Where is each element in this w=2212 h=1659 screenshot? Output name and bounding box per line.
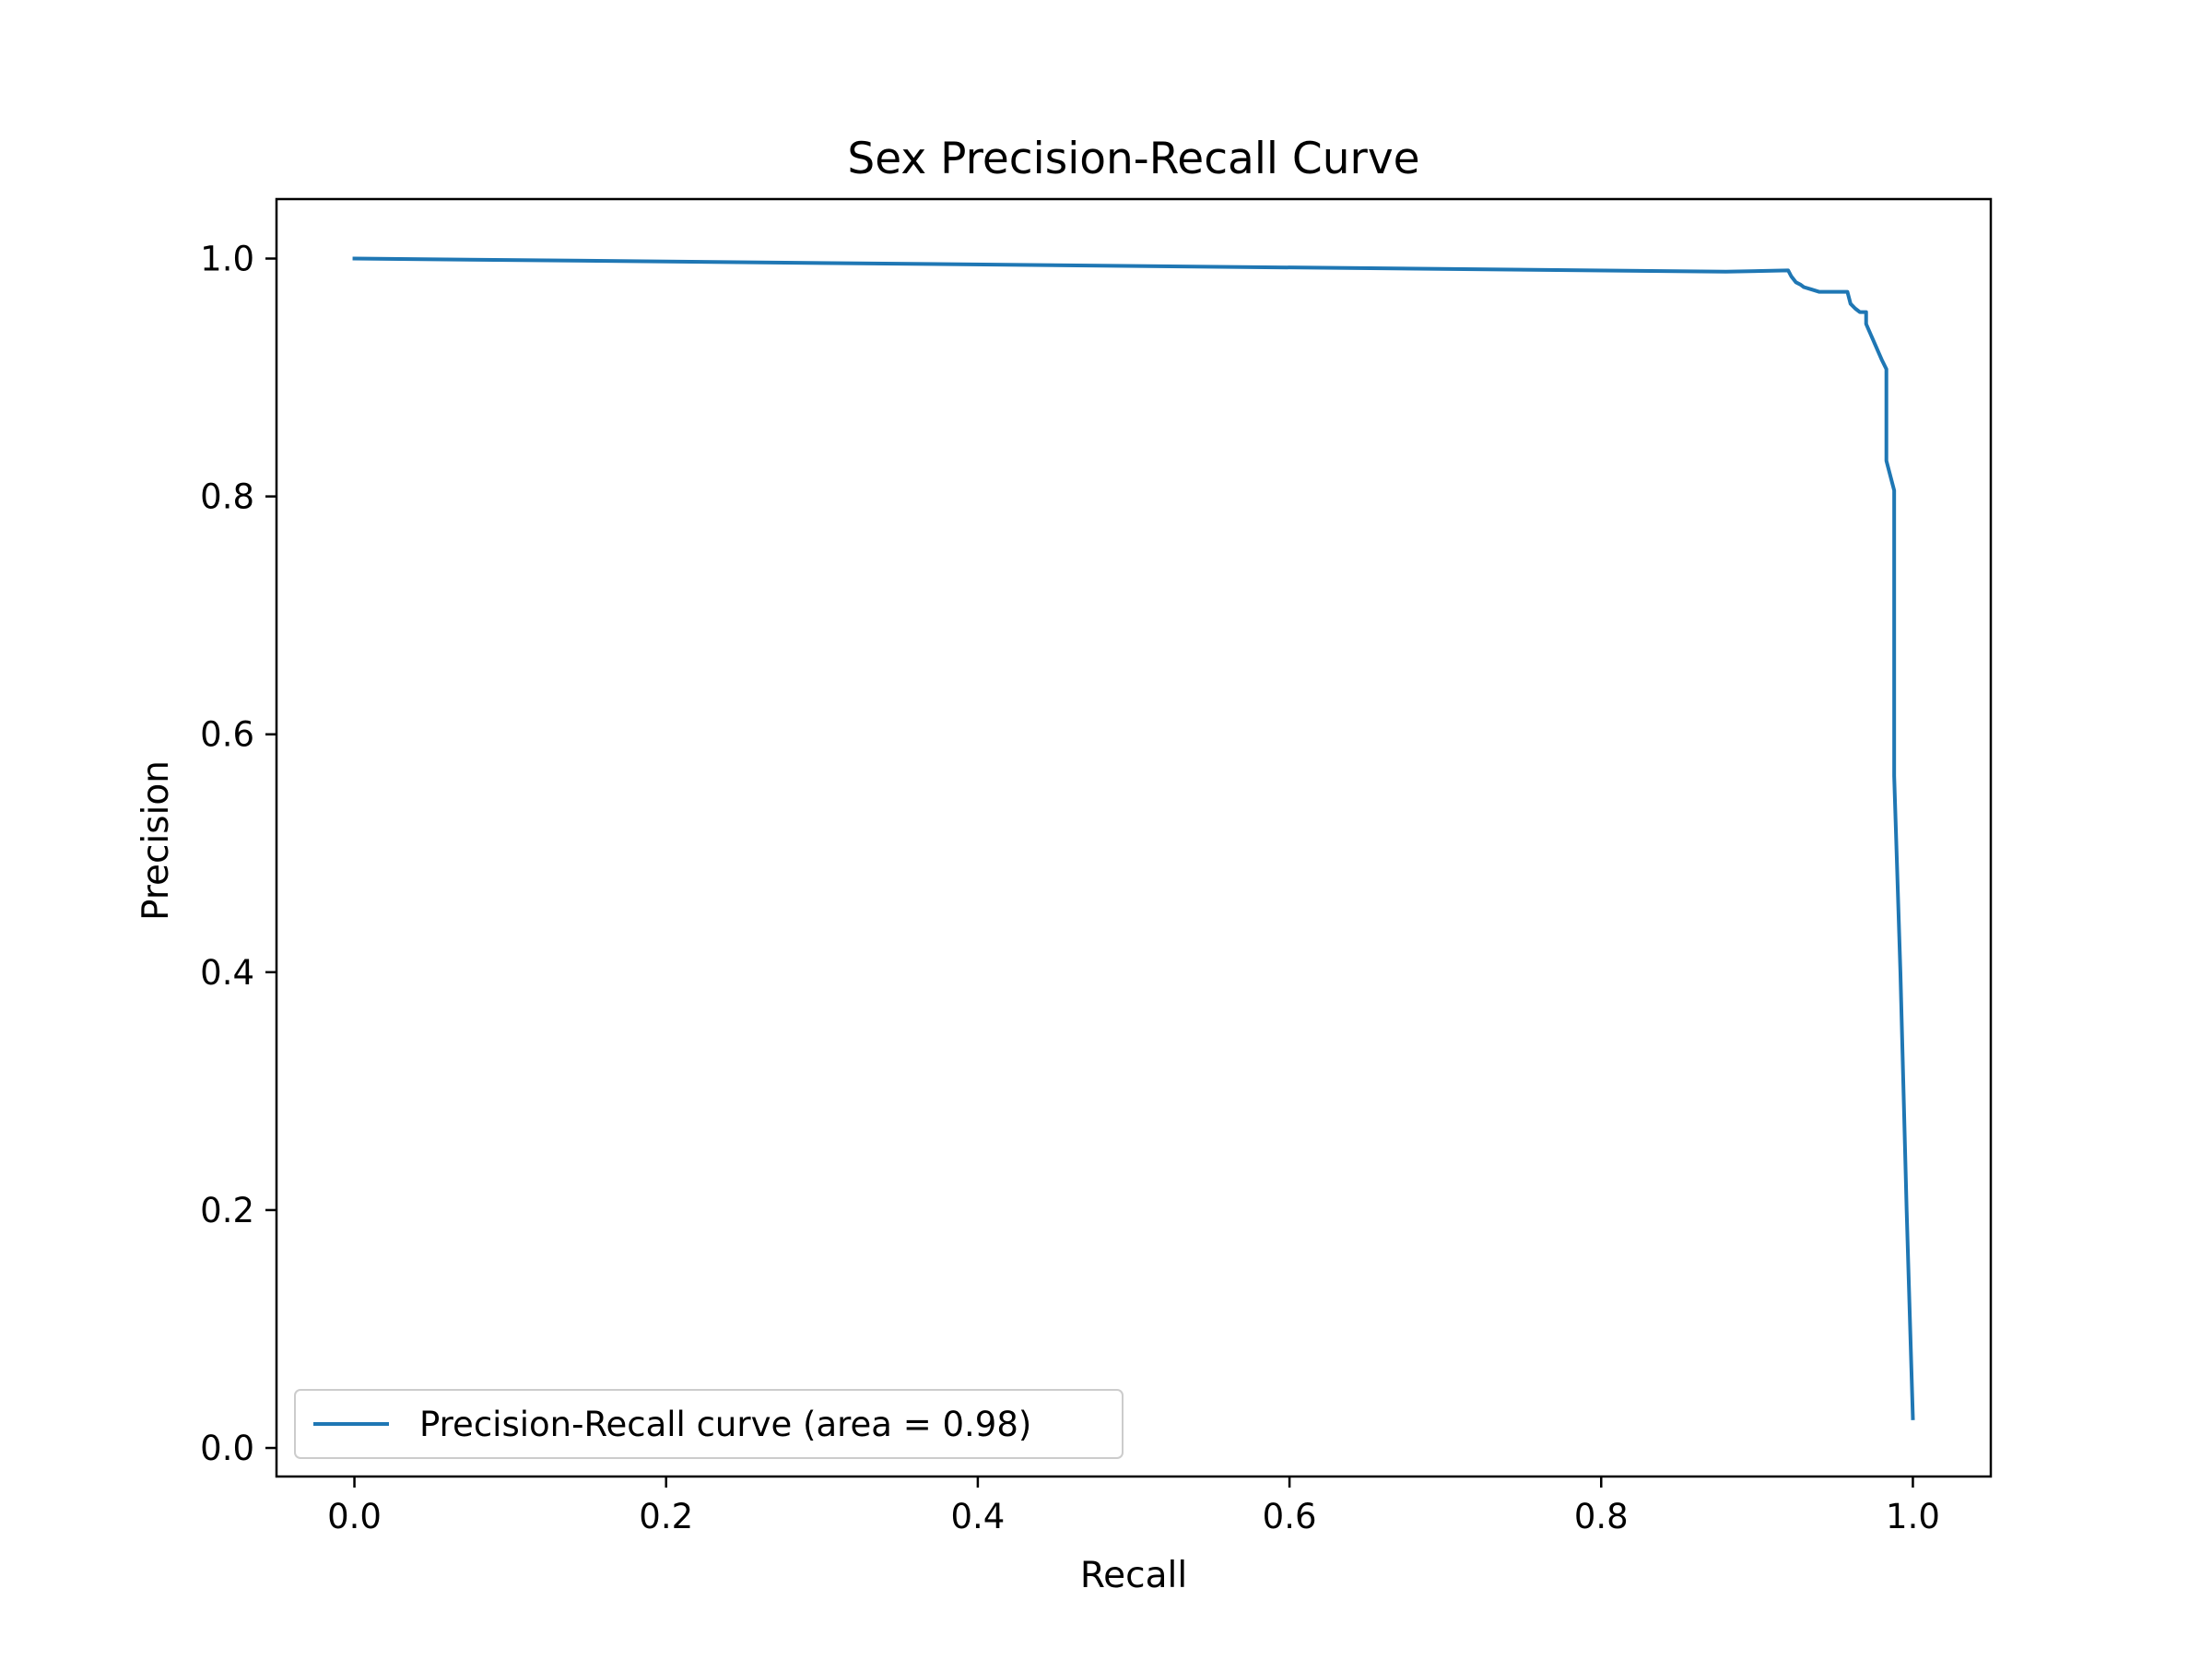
plot-area (276, 199, 1991, 1477)
y-tick-label: 0.8 (200, 477, 254, 517)
pr-curve-line (352, 256, 1915, 1420)
x-tick-label: 0.2 (639, 1497, 693, 1536)
plot-frame (275, 197, 1993, 1478)
chart-title: Sex Precision-Recall Curve (847, 134, 1419, 184)
y-axis-ticks: 0.0 0.2 0.4 0.6 0.8 1.0 (200, 240, 276, 1468)
y-tick-label: 0.6 (200, 715, 254, 755)
x-axis-ticks: 0.0 0.2 0.4 0.6 0.8 1.0 (327, 1477, 1940, 1536)
x-axis-label: Recall (1080, 1555, 1187, 1596)
y-tick-label: 0.2 (200, 1191, 254, 1230)
y-axis-label: Precision (135, 760, 177, 921)
series-layer (352, 256, 1915, 1420)
y-tick-label: 0.4 (200, 953, 254, 993)
x-tick-label: 1.0 (1886, 1497, 1940, 1536)
x-tick-label: 0.6 (1263, 1497, 1317, 1536)
x-tick-label: 0.8 (1574, 1497, 1629, 1536)
legend-box (294, 1389, 1124, 1459)
y-tick-label: 1.0 (200, 240, 254, 279)
legend: Precision-Recall curve (area = 0.98) (294, 1389, 1124, 1459)
x-tick-label: 0.0 (327, 1497, 382, 1536)
x-tick-label: 0.4 (950, 1497, 1005, 1536)
legend-label: Precision-Recall curve (area = 0.98) (419, 1405, 1031, 1444)
y-tick-label: 0.0 (200, 1429, 254, 1468)
